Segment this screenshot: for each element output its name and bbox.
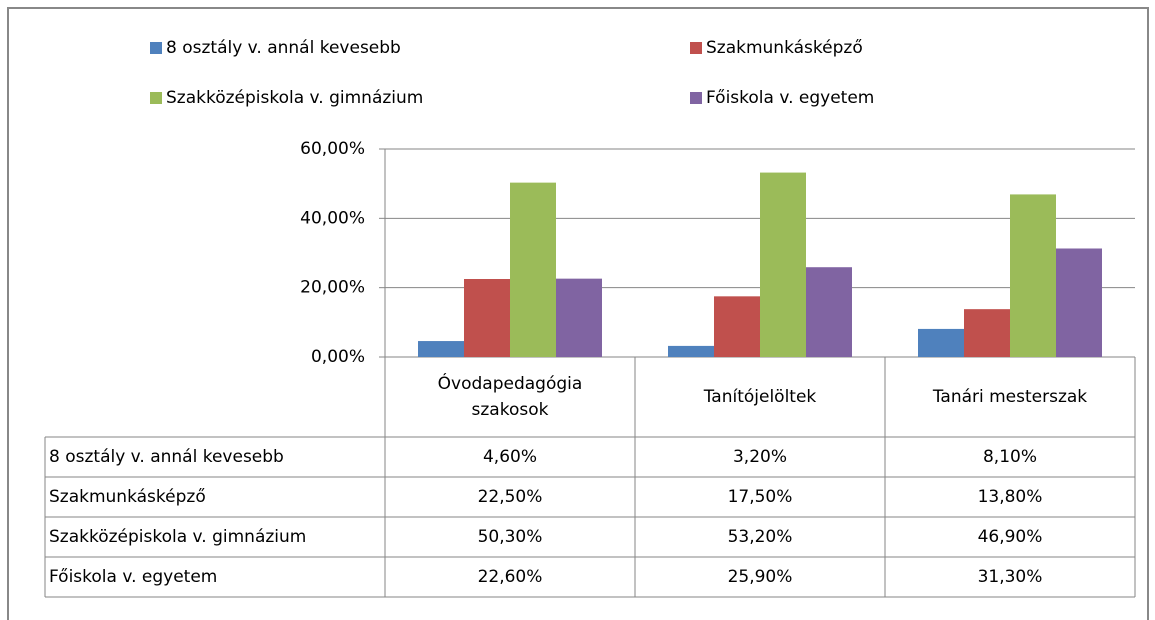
legend-label: Főiskola v. egyetem xyxy=(706,88,874,108)
bar xyxy=(760,172,806,357)
table-value: 22,50% xyxy=(477,487,543,507)
table-row-label: Szakközépiskola v. gimnázium xyxy=(49,527,307,547)
table-row-label-box: Szakmunkásképző xyxy=(49,487,206,507)
table-value-box: 50,30% xyxy=(477,527,543,547)
table-value-box: 25,90% xyxy=(727,567,793,587)
table-row-label: Főiskola v. egyetem xyxy=(49,567,218,587)
table-value: 46,90% xyxy=(977,527,1043,547)
legend-swatch xyxy=(150,92,162,104)
table-value: 22,60% xyxy=(477,567,543,587)
bar xyxy=(1056,248,1102,357)
legend-swatch xyxy=(690,92,702,104)
legend-swatch xyxy=(690,42,702,54)
table-value-box: 13,80% xyxy=(977,487,1043,507)
x-tick-label-box: Tanári mesterszak xyxy=(932,387,1088,407)
bar xyxy=(1010,194,1056,357)
x-tick-label-box: Óvodapedagógia szakosok xyxy=(437,374,583,420)
legend-label: Szakközépiskola v. gimnázium xyxy=(166,88,423,108)
table-value-box: 8,10% xyxy=(982,447,1037,467)
y-tick-label: 60,00% xyxy=(300,139,365,159)
bar xyxy=(556,278,602,357)
table-value: 25,90% xyxy=(727,567,793,587)
table-value: 31,30% xyxy=(977,567,1043,587)
table-value-box: 31,30% xyxy=(977,567,1043,587)
table-value: 17,50% xyxy=(727,487,793,507)
bar xyxy=(806,267,852,357)
table-value-box: 4,60% xyxy=(482,447,537,467)
x-tick-label-box: Tanítójelöltek xyxy=(703,387,817,407)
legend-label: Szakmunkásképző xyxy=(706,38,863,58)
table-row-label: Szakmunkásképző xyxy=(49,487,206,507)
y-tick-label: 40,00% xyxy=(300,208,365,228)
table-row-label-box: Szakközépiskola v. gimnázium xyxy=(49,527,307,547)
table-row-label-box: 8 osztály v. annál kevesebb xyxy=(49,447,284,467)
bar xyxy=(464,279,510,357)
table-value-box: 53,20% xyxy=(727,527,793,547)
table-value: 3,20% xyxy=(732,447,787,467)
table-value-box: 22,60% xyxy=(477,567,543,587)
table-value-box: 17,50% xyxy=(727,487,793,507)
table-value: 53,20% xyxy=(727,527,793,547)
bar xyxy=(418,341,464,357)
table-row-label: 8 osztály v. annál kevesebb xyxy=(49,447,284,467)
bar xyxy=(668,345,714,357)
legend-label: 8 osztály v. annál kevesebb xyxy=(166,38,401,58)
table-value: 4,60% xyxy=(482,447,537,467)
x-tick-label: Óvodapedagógia szakosok xyxy=(437,374,583,420)
table-value-box: 22,50% xyxy=(477,487,543,507)
legend-swatch xyxy=(150,42,162,54)
bar xyxy=(964,309,1010,357)
table-value-box: 46,90% xyxy=(977,527,1043,547)
y-tick-label: 20,00% xyxy=(300,278,365,298)
table-value-box: 3,20% xyxy=(732,447,787,467)
bar xyxy=(510,182,556,357)
y-tick-label: 0,00% xyxy=(311,347,365,367)
table-row-label-box: Főiskola v. egyetem xyxy=(49,567,218,587)
table-value: 50,30% xyxy=(477,527,543,547)
table-value: 8,10% xyxy=(982,447,1037,467)
bar xyxy=(918,328,964,357)
bar xyxy=(714,296,760,357)
x-tick-label: Tanári mesterszak xyxy=(932,387,1088,407)
table-value: 13,80% xyxy=(977,487,1043,507)
x-tick-label: Tanítójelöltek xyxy=(703,387,817,407)
